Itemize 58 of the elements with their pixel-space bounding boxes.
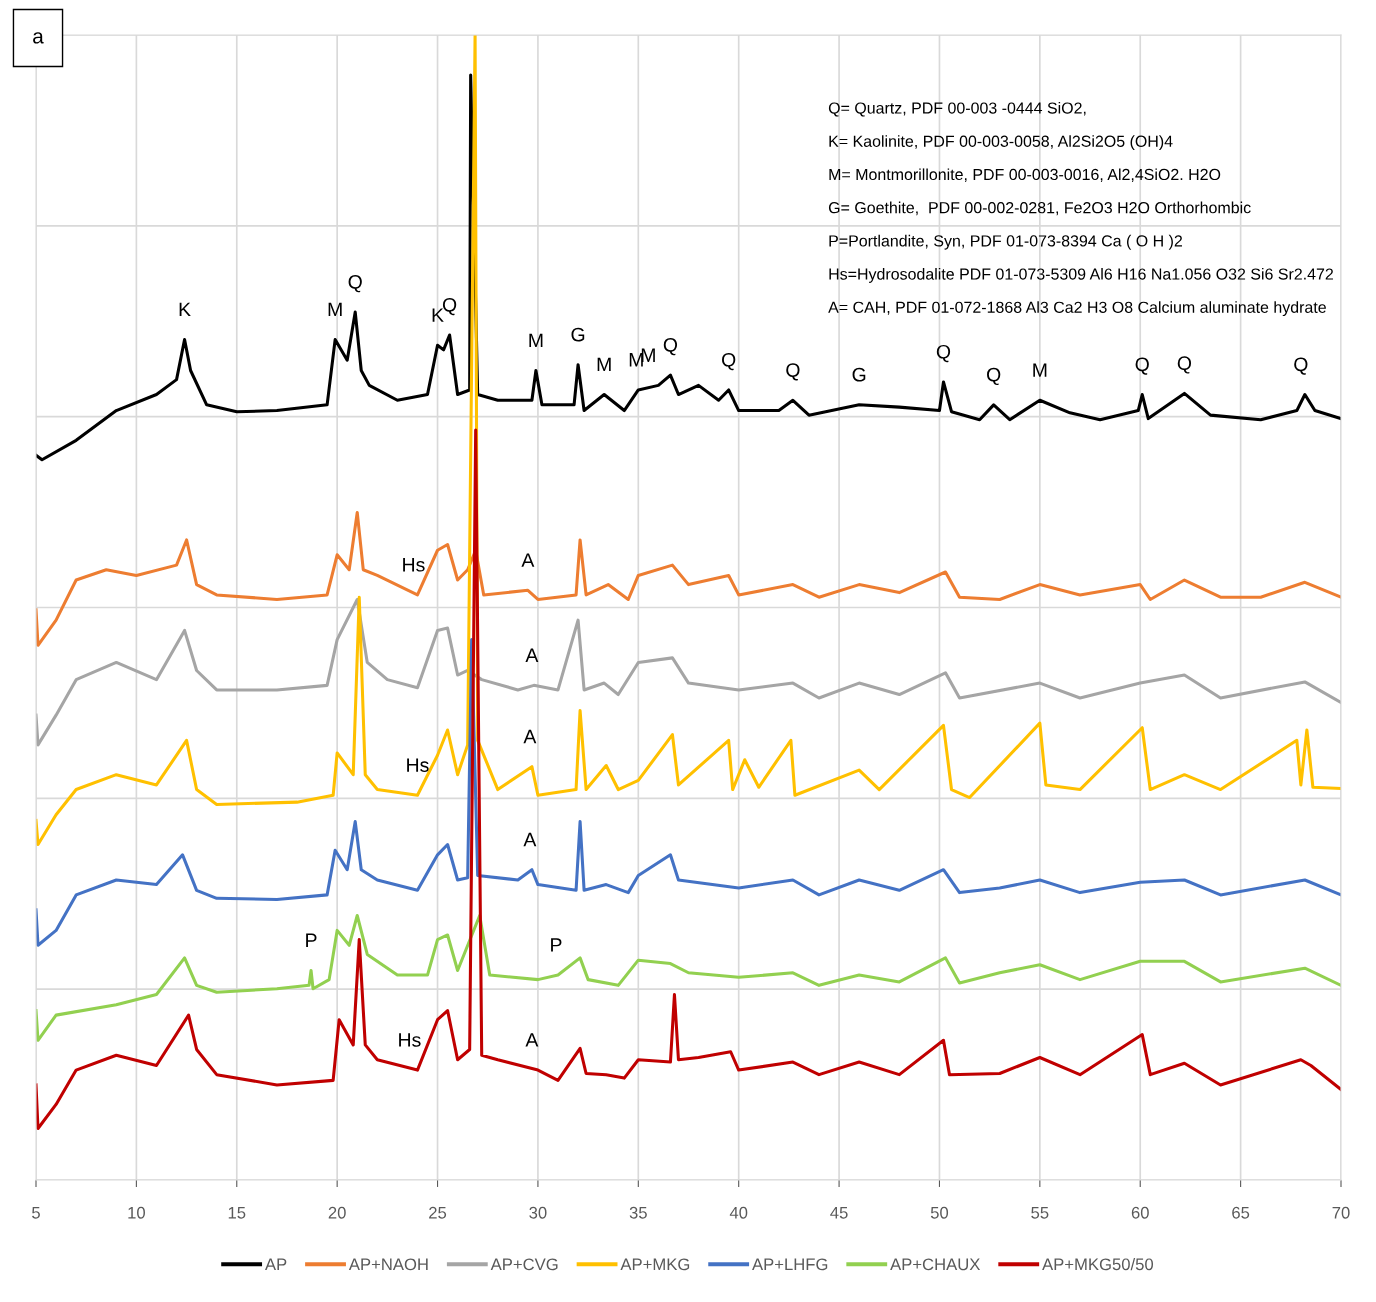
annotation: G= Goethite, PDF 00-002-0281, Fe2O3 H2O Orthorhombic bbox=[828, 201, 1251, 216]
annotation: Q bbox=[348, 275, 362, 293]
legend-label: AP+CVG bbox=[490, 1258, 558, 1271]
annotation: A bbox=[523, 832, 537, 847]
x-tick-label: 35 bbox=[629, 1206, 647, 1219]
annotation: K bbox=[179, 302, 191, 317]
x-tick-label: 45 bbox=[830, 1207, 848, 1219]
annotation: M= Montmorillonite, PDF 00-003-0016, Al2,4SiO2. H2O bbox=[829, 168, 1221, 183]
x-tick-label: 70 bbox=[1332, 1206, 1350, 1219]
annotation: Q bbox=[987, 367, 1001, 386]
x-tick-label: 20 bbox=[328, 1206, 346, 1219]
annotation: Q bbox=[442, 297, 457, 316]
annotation: Hs=Hydrosodalite PDF 01-073-5309 Al6 H16 Na1.056 O32 Si6 Sr2.472 bbox=[829, 268, 1333, 283]
annotation: K bbox=[432, 308, 444, 322]
x-tick-label: 60 bbox=[1131, 1206, 1149, 1219]
annotation: Q= Quartz, PDF 00-003 -0444 SiO2, bbox=[828, 101, 1086, 117]
annotation: A bbox=[521, 553, 535, 567]
x-tick-label: 10 bbox=[128, 1206, 145, 1219]
chart-title: a bbox=[33, 32, 44, 44]
annotation: Hs bbox=[407, 758, 429, 772]
annotation: Q bbox=[1294, 357, 1308, 375]
x-tick-label: 25 bbox=[429, 1206, 447, 1219]
x-tick-label: 40 bbox=[729, 1206, 748, 1219]
annotation: G bbox=[852, 367, 866, 382]
legend-label: AP+NAOH bbox=[348, 1258, 428, 1271]
legend-label: AP+MKG50/50 bbox=[1042, 1257, 1154, 1271]
annotation: G bbox=[571, 327, 585, 342]
annotation: Q bbox=[786, 363, 800, 381]
annotation: M bbox=[529, 333, 543, 348]
x-tick-label: 65 bbox=[1232, 1206, 1250, 1219]
annotation: Q bbox=[1177, 356, 1192, 374]
annotation: A= CAH, PDF 01-072-1868 Al3 Ca2 H3 O8 Calcium aluminate hydrate bbox=[828, 301, 1326, 317]
annotation: Q bbox=[936, 344, 951, 363]
legend-label: AP+LHFG bbox=[752, 1258, 828, 1271]
annotation: M bbox=[597, 357, 611, 372]
x-tick-label: 50 bbox=[930, 1206, 949, 1219]
annotation: Q bbox=[663, 338, 678, 356]
x-tick-label: 55 bbox=[1031, 1207, 1049, 1219]
annotation: A bbox=[523, 729, 537, 744]
annotation: P bbox=[306, 933, 317, 947]
legend-label: AP+MKG bbox=[620, 1258, 690, 1271]
annotation: Q bbox=[1135, 357, 1149, 375]
annotation: A bbox=[525, 1033, 539, 1047]
x-tick-label: 15 bbox=[228, 1207, 246, 1219]
x-tick-label: 30 bbox=[529, 1206, 547, 1219]
legend-label: AP bbox=[265, 1258, 287, 1271]
annotation: A bbox=[525, 648, 539, 662]
annotation: P=Portlandite, Syn, PDF 01-073-8394 Ca ( O H )2 bbox=[829, 234, 1182, 250]
annotation: Q bbox=[722, 352, 736, 371]
x-tick-label: 5 bbox=[32, 1207, 40, 1219]
legend-label: AP+CHAUX bbox=[890, 1258, 981, 1271]
annotation: P bbox=[551, 938, 562, 952]
annotation: Hs bbox=[399, 1033, 421, 1047]
annotation: K= Kaolinite, PDF 00-003-0058, Al2Si2O5 (OH)4 bbox=[829, 135, 1173, 151]
annotation: M bbox=[641, 348, 655, 362]
annotation: M bbox=[1033, 363, 1047, 377]
annotation: M bbox=[328, 302, 342, 317]
annotation: Hs bbox=[403, 558, 425, 572]
